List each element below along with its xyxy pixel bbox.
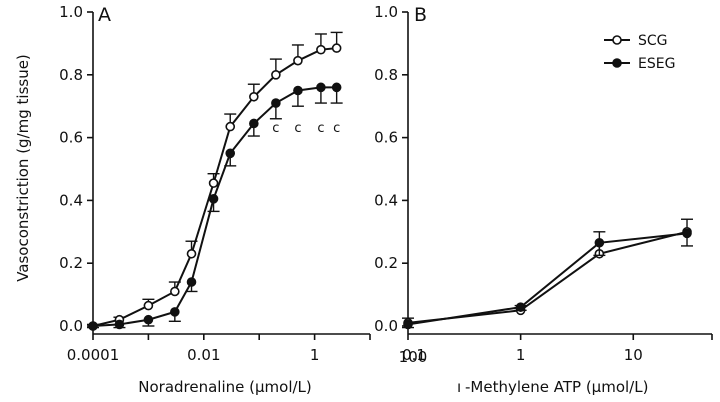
panel-b: B ı -Methylene ATP (μmol/L) 100 0.00.20.… bbox=[374, 3, 713, 396]
legend-marker-scg bbox=[612, 35, 622, 45]
panel-a-point-scg bbox=[271, 70, 281, 80]
panel-b-y-tick-label: 1.0 bbox=[374, 3, 398, 21]
panel-a-ylabel: Vasoconstriction (g/mg tissue) bbox=[14, 54, 32, 282]
panel-a-point-scg bbox=[331, 43, 342, 53]
panel-a-point-eseg bbox=[225, 148, 236, 159]
panel-b-point-eseg bbox=[594, 237, 605, 248]
panel-a-axes: 0.0 0.2 0.4 0.6 0.8 1.0 0.0001 0.01 1 bbox=[59, 3, 371, 364]
panel-a-point-scg bbox=[186, 248, 197, 259]
panel-a-point-eseg bbox=[186, 277, 197, 287]
panel-b-series-eseg-line bbox=[407, 232, 688, 326]
panel-b-y-tick-label: 0.2 bbox=[374, 254, 398, 272]
panel-b-y-tick-label: 0.0 bbox=[374, 317, 398, 335]
panel-a-point-eseg bbox=[88, 321, 98, 331]
panel-a-point-eseg bbox=[170, 307, 180, 317]
panel-b-left-tick-label: 100 bbox=[399, 348, 428, 366]
panel-b-series-scg-line bbox=[407, 230, 688, 324]
panel-a-y-tick-label: 0.0 bbox=[59, 317, 83, 335]
panel-a-point-scg bbox=[143, 300, 154, 311]
legend-marker-eseg bbox=[612, 58, 622, 68]
panel-a-point-scg bbox=[293, 55, 303, 66]
panel-b-letter: B bbox=[414, 4, 427, 26]
panel-a-x-tick-label: 1 bbox=[310, 346, 320, 364]
panel-a-annotation: c bbox=[317, 121, 324, 136]
panel-b-x-tick-label: 10 bbox=[624, 346, 643, 364]
panel-a-letter: A bbox=[98, 4, 111, 26]
panel-a-point-eseg bbox=[316, 82, 326, 93]
panel-b-plot bbox=[402, 218, 694, 330]
panel-a-x-tick-label: 0.01 bbox=[187, 346, 220, 364]
panel-b-y-tick-label: 0.6 bbox=[374, 129, 398, 147]
panel-a-point-scg bbox=[208, 178, 219, 188]
panel-a-annotation: c bbox=[294, 121, 301, 136]
panel-a-annotation: c bbox=[333, 121, 340, 136]
panel-a-point-scg bbox=[225, 121, 236, 132]
panel-b-y-tick-label: 0.8 bbox=[374, 66, 398, 84]
panel-b-xlabel-marker: ı bbox=[457, 378, 461, 396]
panel-b-x-tick-label: 0.1 bbox=[402, 346, 426, 364]
panel-a-point-eseg bbox=[208, 194, 219, 204]
panel-b-point-eseg bbox=[515, 302, 526, 312]
panel-a-point-scg bbox=[249, 91, 259, 102]
panel-a-point-eseg bbox=[331, 82, 342, 93]
panel-a-y-tick-label: 0.2 bbox=[59, 254, 83, 272]
panel-a-point-eseg bbox=[271, 98, 281, 108]
legend-label-eseg: ESEG bbox=[638, 56, 675, 72]
panel-a-point-scg bbox=[170, 286, 180, 297]
legend-label-scg: SCG bbox=[638, 33, 668, 49]
panel-b-point-eseg bbox=[682, 228, 692, 239]
panel-a-x-tick-label: 0.0001 bbox=[67, 346, 120, 364]
panel-a-y-tick-label: 0.6 bbox=[59, 129, 83, 147]
panel-a-y-tick-label: 0.4 bbox=[59, 191, 83, 209]
panel-b-axes: 0.0 0.2 0.4 0.6 0.8 1.0 0.1 1 10 bbox=[374, 3, 713, 364]
panel-b-x-tick-label: 1 bbox=[516, 346, 526, 364]
panel-a-point-scg bbox=[316, 44, 326, 55]
panel-b-point-eseg bbox=[403, 319, 413, 330]
panel-a: A Vasoconstriction (g/mg tissue) Noradre… bbox=[14, 3, 371, 396]
panel-a-xlabel: Noradrenaline (μmol/L) bbox=[138, 378, 312, 396]
panel-a-point-eseg bbox=[143, 314, 154, 325]
panel-a-y-tick-label: 0.8 bbox=[59, 66, 83, 84]
panel-a-annotation: c bbox=[272, 121, 279, 136]
panel-b-y-tick-label: 0.4 bbox=[374, 191, 398, 209]
panel-b-legend: SCG ESEG bbox=[604, 33, 675, 72]
panel-a-point-eseg bbox=[293, 85, 303, 96]
panel-a-point-eseg bbox=[249, 118, 259, 129]
panel-a-point-eseg bbox=[114, 319, 125, 330]
panel-b-xlabel: -Methylene ATP (μmol/L) bbox=[465, 378, 648, 396]
panel-a-y-tick-label: 1.0 bbox=[59, 3, 83, 21]
